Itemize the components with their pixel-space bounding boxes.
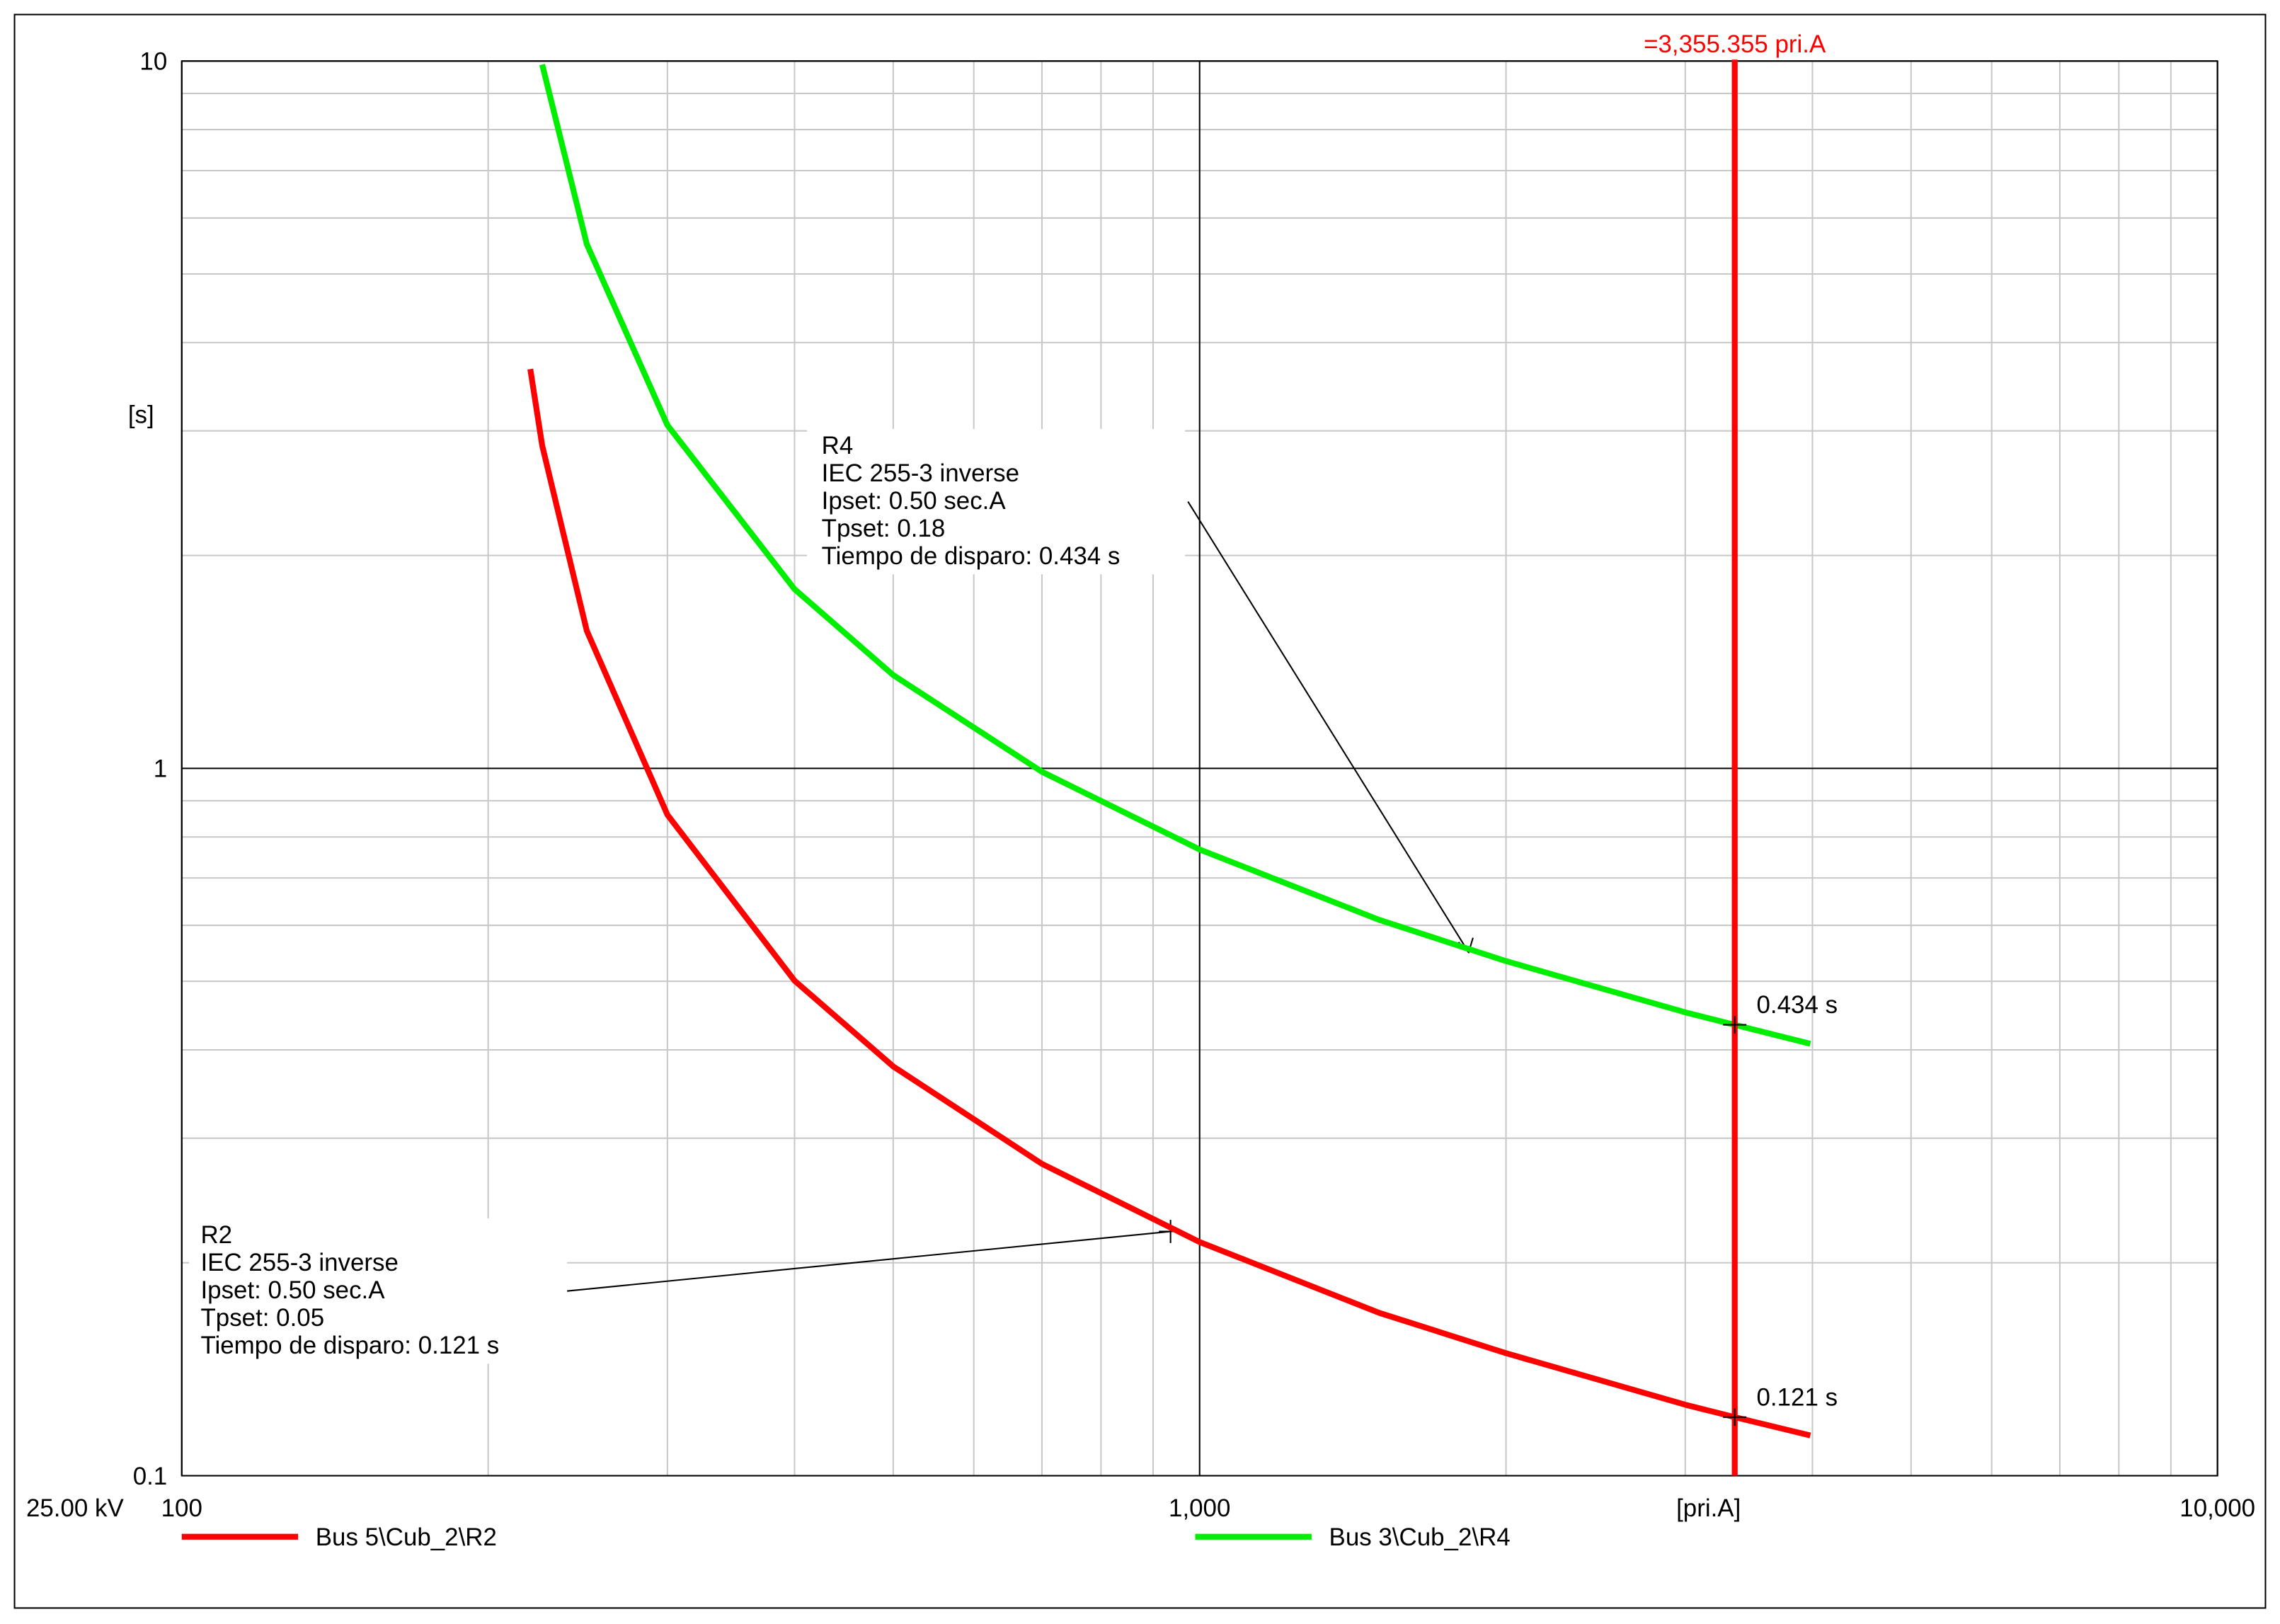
leader-line bbox=[567, 1230, 1171, 1292]
annotation-text: Tiempo de disparo: 0.434 s bbox=[822, 542, 1121, 570]
y-axis-label: [s] bbox=[128, 401, 154, 429]
value-label: 0.434 s bbox=[1757, 991, 1838, 1019]
annotation-text: Tpset: 0.18 bbox=[822, 515, 946, 542]
annotation-box bbox=[807, 428, 1186, 575]
legend-label: Bus 3\Cub_2\R4 bbox=[1329, 1523, 1511, 1551]
voltage-label: 25.00 kV bbox=[26, 1494, 125, 1522]
x-tick-label: 10,000 bbox=[2179, 1494, 2255, 1522]
curve bbox=[527, 368, 1811, 1439]
annotation-text: Ipset: 0.50 sec.A bbox=[822, 487, 1007, 515]
x-tick-label: 100 bbox=[161, 1494, 202, 1522]
annotation-text: Tpset: 0.05 bbox=[200, 1304, 324, 1332]
frame bbox=[13, 13, 2267, 1609]
annotation-text: IEC 255-3 inverse bbox=[822, 459, 1019, 487]
legend-label: Bus 5\Cub_2\R2 bbox=[316, 1523, 497, 1551]
y-tick-label: 10 bbox=[139, 48, 167, 76]
plot-border bbox=[181, 60, 2218, 1477]
current-label-bg bbox=[1629, 28, 1840, 60]
annotation-text: R2 bbox=[200, 1221, 232, 1249]
annotation-text: R4 bbox=[822, 432, 854, 459]
annotation-text: IEC 255-3 inverse bbox=[200, 1249, 398, 1276]
leader-line bbox=[1187, 501, 1470, 953]
current-label: =3,355.355 pri.A bbox=[1644, 30, 1826, 58]
x-axis-label: [pri.A] bbox=[1676, 1494, 1741, 1522]
x-tick-label: 1,000 bbox=[1169, 1494, 1230, 1522]
annotation-box bbox=[189, 1218, 568, 1364]
curve bbox=[539, 64, 1811, 1047]
intersection-marker bbox=[1723, 1408, 1747, 1426]
y-tick-label: 0.1 bbox=[133, 1463, 168, 1490]
annotation-text: Tiempo de disparo: 0.121 s bbox=[200, 1332, 499, 1359]
annotation-text: Ipset: 0.50 sec.A bbox=[200, 1276, 385, 1304]
value-label: 0.121 s bbox=[1757, 1383, 1838, 1411]
y-tick-label: 1 bbox=[154, 755, 167, 783]
intersection-marker bbox=[1723, 1016, 1747, 1034]
